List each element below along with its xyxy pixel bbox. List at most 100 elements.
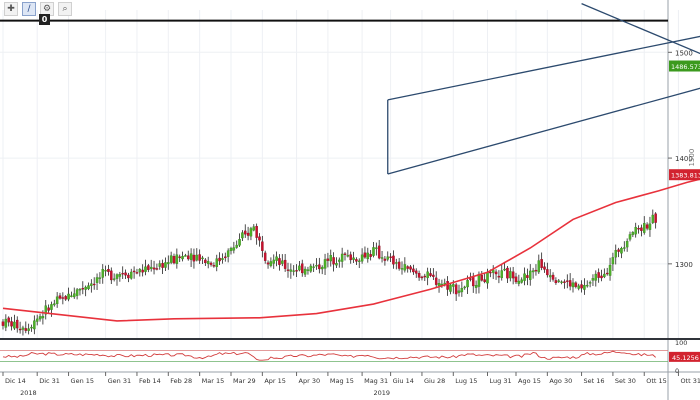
date-tick-label: Lug 15 (455, 377, 477, 385)
candle (67, 287, 70, 302)
candle-body (614, 250, 618, 258)
candle-body (531, 270, 535, 273)
candle-body (543, 266, 546, 270)
candle-body (41, 315, 45, 319)
candle (53, 299, 56, 307)
date-tick-label: Ago 15 (518, 377, 541, 385)
candle-body (306, 269, 310, 271)
date-tick-label: Set 16 (584, 377, 605, 385)
candle (594, 270, 598, 287)
date-tick-label: Giu 28 (424, 377, 445, 385)
candle (298, 261, 301, 272)
candle (181, 251, 184, 262)
candle-body (620, 248, 623, 254)
candle (417, 270, 421, 281)
candle-body (600, 275, 603, 279)
candle-body (557, 280, 561, 282)
candle-body (141, 269, 144, 273)
draw-pencil-icon[interactable]: ∕ (22, 2, 36, 16)
candle (580, 280, 583, 293)
candle (360, 248, 364, 264)
candle-body (323, 259, 327, 269)
candle (198, 249, 201, 264)
date-tick-label: Ago 30 (549, 377, 572, 385)
candle-body (608, 264, 612, 276)
candle-body (412, 268, 415, 273)
candle (457, 284, 461, 297)
study-count-badge[interactable]: 0 (39, 14, 50, 25)
candle (434, 271, 438, 288)
candle-body (87, 285, 90, 290)
candle-body (586, 284, 589, 287)
candle-body (232, 247, 236, 251)
candle (118, 271, 122, 282)
candle (175, 248, 179, 269)
candle-body (55, 296, 59, 305)
candle-body (198, 254, 201, 261)
candle (61, 292, 65, 305)
candle (494, 269, 498, 280)
moving-average-tag-box (669, 169, 700, 181)
date-tick-label: Giu 14 (393, 377, 414, 385)
candle (292, 265, 295, 276)
candle-body (329, 255, 332, 262)
last-price-tag: 1486.5736 (669, 60, 700, 72)
candle-body (437, 283, 441, 287)
candle (92, 277, 96, 290)
candle-body (33, 320, 36, 330)
candle-body (346, 254, 350, 257)
candle (261, 235, 264, 258)
candle-body (27, 328, 30, 331)
candle (392, 250, 395, 269)
candle (169, 251, 173, 265)
candle-body (204, 259, 207, 264)
candle (335, 257, 338, 269)
candle-body (397, 261, 401, 269)
candle (204, 258, 207, 266)
candle (178, 254, 181, 262)
crosshair-icon[interactable]: ✚ (4, 2, 18, 16)
side-label: 1500 (688, 149, 696, 167)
candle-body (389, 256, 392, 258)
candle-body (414, 270, 418, 274)
date-tick-label: Ott 31 (680, 377, 700, 385)
candle-body (463, 286, 466, 289)
zoom-magnifier-icon[interactable]: ⌕ (58, 2, 72, 16)
candle-body (591, 278, 595, 281)
candle-body (315, 265, 318, 267)
candle (266, 260, 270, 269)
candle-body (480, 275, 484, 281)
candle (235, 240, 238, 249)
candle (172, 253, 176, 265)
candle-body (35, 318, 39, 322)
candle-body (640, 227, 643, 231)
candle-body (53, 303, 56, 306)
candle (600, 269, 603, 282)
candle (634, 222, 637, 238)
candle-body (318, 264, 321, 270)
candle-body (360, 254, 364, 262)
candle (300, 259, 304, 277)
candle-body (603, 273, 606, 278)
candle-body (50, 304, 53, 310)
candle (75, 287, 79, 300)
candle (147, 263, 150, 273)
candle-body (144, 266, 147, 272)
candle (18, 321, 22, 334)
date-tick-label: Ott 15 (646, 377, 667, 385)
candle (329, 249, 332, 267)
candle-body (300, 263, 304, 274)
candle (432, 268, 435, 280)
candle-body (429, 273, 432, 276)
candle-body (292, 270, 295, 272)
candle-body (169, 255, 173, 263)
candle (349, 251, 352, 264)
candle-body (263, 252, 267, 261)
candle (406, 265, 409, 273)
candle-body (189, 253, 193, 260)
candle (295, 264, 298, 277)
candle (167, 255, 170, 270)
candle (511, 266, 515, 285)
candle (449, 282, 452, 295)
